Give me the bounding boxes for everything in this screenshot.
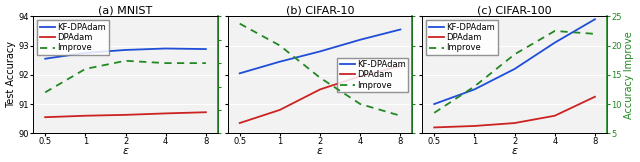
KF-DPAdam bbox=[162, 47, 170, 49]
DPAdam bbox=[276, 109, 284, 111]
DPAdam bbox=[122, 114, 129, 116]
DPAdam bbox=[591, 96, 599, 98]
X-axis label: ε: ε bbox=[511, 146, 518, 156]
Title: (c) CIFAR-100: (c) CIFAR-100 bbox=[477, 6, 552, 16]
KF-DPAdam bbox=[276, 61, 284, 63]
KF-DPAdam bbox=[431, 103, 438, 105]
Improve bbox=[276, 45, 284, 46]
DPAdam bbox=[511, 122, 518, 124]
X-axis label: ε: ε bbox=[122, 146, 129, 156]
KF-DPAdam bbox=[511, 68, 518, 70]
Line: KF-DPAdam: KF-DPAdam bbox=[240, 29, 401, 73]
Improve bbox=[431, 112, 438, 114]
Legend: KF-DPAdam, DPAdam, Improve: KF-DPAdam, DPAdam, Improve bbox=[37, 21, 109, 55]
Improve bbox=[511, 53, 518, 55]
KF-DPAdam bbox=[236, 72, 244, 74]
DPAdam bbox=[397, 65, 404, 67]
Line: KF-DPAdam: KF-DPAdam bbox=[45, 48, 206, 59]
Line: Improve: Improve bbox=[435, 31, 595, 113]
Line: Improve: Improve bbox=[45, 61, 206, 92]
KF-DPAdam bbox=[551, 42, 559, 44]
Improve bbox=[591, 33, 599, 35]
Improve bbox=[122, 60, 129, 62]
Improve bbox=[356, 103, 364, 105]
Improve bbox=[397, 115, 404, 117]
KF-DPAdam bbox=[202, 48, 210, 50]
DPAdam bbox=[551, 115, 559, 117]
Improve bbox=[316, 77, 324, 79]
DPAdam bbox=[236, 122, 244, 124]
Line: Improve: Improve bbox=[240, 24, 401, 116]
KF-DPAdam bbox=[122, 49, 129, 51]
DPAdam bbox=[202, 111, 210, 113]
Y-axis label: Test Accuracy: Test Accuracy bbox=[6, 41, 15, 108]
Line: DPAdam: DPAdam bbox=[45, 112, 206, 117]
KF-DPAdam bbox=[356, 39, 364, 41]
Improve bbox=[162, 62, 170, 64]
Improve bbox=[202, 62, 210, 64]
KF-DPAdam bbox=[470, 88, 478, 90]
Line: DPAdam: DPAdam bbox=[240, 66, 401, 123]
DPAdam bbox=[470, 125, 478, 127]
Line: KF-DPAdam: KF-DPAdam bbox=[435, 19, 595, 104]
Improve bbox=[81, 68, 89, 70]
Improve bbox=[42, 91, 49, 93]
KF-DPAdam bbox=[397, 29, 404, 30]
Improve bbox=[551, 30, 559, 32]
DPAdam bbox=[356, 75, 364, 77]
KF-DPAdam bbox=[591, 18, 599, 20]
KF-DPAdam bbox=[316, 50, 324, 52]
DPAdam bbox=[431, 127, 438, 128]
DPAdam bbox=[162, 112, 170, 114]
Improve bbox=[470, 86, 478, 87]
Improve bbox=[236, 23, 244, 25]
Title: (b) CIFAR-10: (b) CIFAR-10 bbox=[286, 6, 355, 16]
Legend: KF-DPAdam, DPAdam, Improve: KF-DPAdam, DPAdam, Improve bbox=[337, 58, 408, 92]
Legend: KF-DPAdam, DPAdam, Improve: KF-DPAdam, DPAdam, Improve bbox=[426, 21, 498, 55]
Y-axis label: Accuracy Improve: Accuracy Improve bbox=[625, 31, 634, 119]
Line: DPAdam: DPAdam bbox=[435, 97, 595, 127]
Title: (a) MNIST: (a) MNIST bbox=[99, 6, 153, 16]
KF-DPAdam bbox=[42, 58, 49, 60]
DPAdam bbox=[81, 115, 89, 117]
DPAdam bbox=[42, 116, 49, 118]
KF-DPAdam bbox=[81, 52, 89, 54]
X-axis label: ε: ε bbox=[317, 146, 323, 156]
DPAdam bbox=[316, 88, 324, 90]
